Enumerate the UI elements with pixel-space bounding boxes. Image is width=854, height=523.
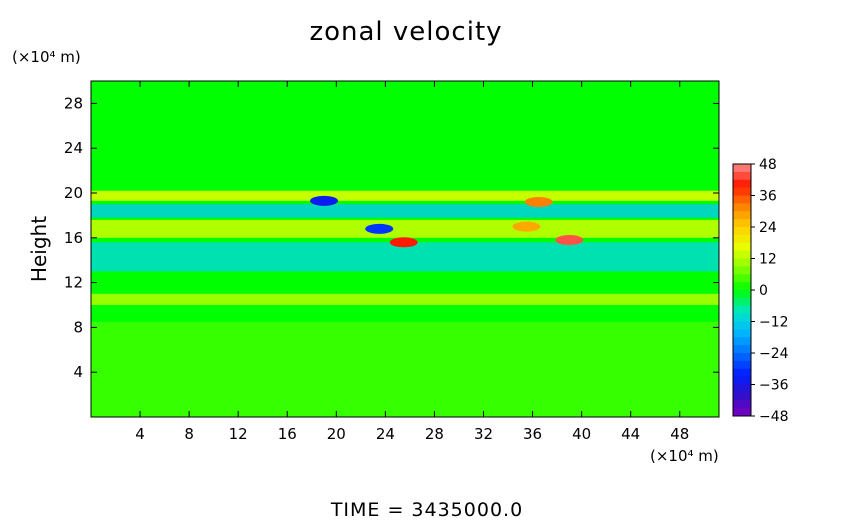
colorbar-segment	[733, 290, 751, 299]
x-tick-label: 4	[135, 425, 145, 443]
colorbar-segment	[733, 171, 751, 181]
x-tick-label: 40	[572, 425, 591, 443]
colorbar-segment	[733, 321, 751, 330]
y-axis-label: Height	[27, 216, 51, 282]
colorbar-segment	[733, 234, 751, 244]
colorbar-tick-label: 24	[759, 220, 777, 236]
colorbar-segment	[733, 227, 751, 236]
colorbar-segment	[733, 384, 751, 393]
field-extreme	[512, 221, 541, 232]
colorbar-segment	[733, 297, 751, 307]
plot-frame	[90, 80, 720, 418]
colorbar-segment	[733, 329, 751, 338]
y-tick-label: 4	[73, 363, 83, 381]
colorbar-tick-label: 48	[759, 157, 777, 173]
colorbar-tick-label: −24	[759, 346, 789, 362]
colorbar-segment	[733, 400, 751, 409]
colorbar-segment	[733, 187, 751, 196]
time-label: TIME = 3435000.0	[330, 499, 523, 519]
colorbar-segment	[733, 337, 751, 346]
colorbar-tick-label: −12	[759, 315, 789, 331]
x-tick-label: 8	[184, 425, 194, 443]
field-extreme	[365, 223, 394, 234]
field-band	[91, 204, 719, 218]
x-tick-label: 48	[670, 425, 689, 443]
field-band	[91, 293, 719, 305]
colorbar-segment	[733, 282, 751, 291]
field-band	[91, 81, 719, 182]
colorbar-segment	[733, 211, 751, 220]
colorbar-segment	[733, 360, 751, 370]
x-tick-label: 32	[474, 425, 493, 443]
colorbar: 48 36 24 12 0 −12 −24 −36 −48	[732, 157, 789, 425]
x-tick-label: 28	[425, 425, 444, 443]
colorbar-segment	[733, 345, 751, 354]
colorbar-segment	[733, 368, 751, 378]
colorbar-segment	[733, 195, 751, 204]
x-tick-label: 12	[229, 425, 248, 443]
y-tick-label: 24	[64, 139, 83, 157]
colorbar-segment	[733, 258, 751, 267]
y-axis: 4 8 12 16 20 24 28	[64, 94, 719, 381]
x-tick-label: 20	[327, 425, 346, 443]
colorbar-tick-label: −48	[759, 409, 789, 425]
chart-title: zonal velocity	[309, 17, 502, 47]
y-tick-label: 28	[64, 94, 83, 112]
colorbar-segment	[733, 266, 751, 275]
colorbar-tick-label: 12	[759, 252, 777, 268]
colorbar-segment	[733, 392, 751, 401]
colorbar-segment	[733, 313, 751, 322]
colorbar-segment	[733, 179, 751, 189]
colorbar-segment	[733, 408, 751, 417]
field-band	[91, 321, 719, 417]
colorbar-segment	[733, 250, 751, 259]
colorbar-segment	[733, 376, 751, 385]
colorbar-segment	[733, 274, 751, 283]
x-tick-label: 36	[523, 425, 542, 443]
field-extreme	[555, 235, 584, 246]
field-extreme	[310, 195, 339, 206]
y-tick-label: 20	[64, 184, 83, 202]
colorbar-segment	[733, 164, 751, 173]
x-tick-label: 44	[621, 425, 640, 443]
colorbar-tick-label: 0	[759, 283, 768, 299]
x-axis: 4 8 12 16 20 24 28 32 36 40 44 48	[135, 81, 689, 443]
y-axis-unit: (×10⁴ m)	[12, 48, 81, 66]
colorbar-tick-label: −36	[759, 378, 789, 394]
colorbar-tick-label: 36	[759, 189, 777, 205]
heatmap-field	[91, 81, 719, 417]
colorbar-segment	[733, 203, 751, 212]
x-tick-label: 24	[376, 425, 395, 443]
y-tick-label: 8	[73, 318, 83, 336]
field-extreme	[389, 237, 418, 248]
field-band	[91, 190, 719, 201]
field-band	[91, 219, 719, 238]
colorbar-segment	[733, 219, 751, 228]
colorbar-segment	[733, 242, 751, 252]
colorbar-segment	[733, 353, 751, 362]
field-extreme	[524, 196, 553, 207]
y-tick-label: 16	[64, 229, 83, 247]
x-tick-label: 16	[278, 425, 297, 443]
colorbar-segment	[733, 305, 751, 315]
y-tick-label: 12	[64, 274, 83, 292]
x-axis-unit: (×10⁴ m)	[650, 447, 719, 465]
